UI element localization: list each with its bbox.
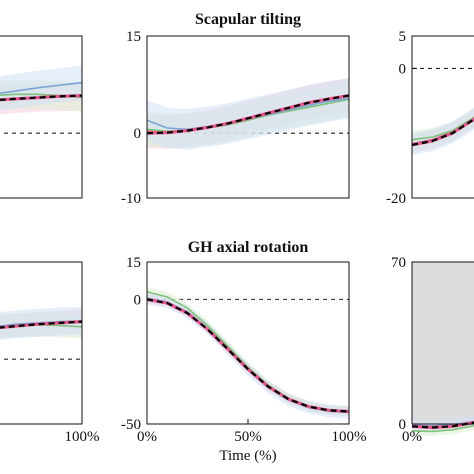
variability-band-blue: [0, 307, 82, 341]
variability-band-blue: [147, 78, 349, 150]
y-tick-label: -50: [121, 417, 141, 433]
panel-title: GH axial rotation: [188, 239, 309, 256]
x-tick-label: 0%: [137, 429, 157, 445]
x-tick-label: 0%: [402, 429, 422, 445]
series-line-pink: [146, 297, 350, 412]
panel-title: Scapular tilting: [195, 11, 301, 28]
plot-frame: [0, 261, 83, 425]
series-line-green: [0, 93, 83, 99]
y-tick-label: 0: [399, 417, 407, 433]
series-line-blue: [146, 297, 350, 414]
y-tick-label: 0: [399, 61, 407, 77]
y-tick-label: 15: [126, 255, 141, 271]
panel-4: 100%ction: [0, 261, 100, 445]
x-tick-label: 50%: [234, 429, 262, 445]
plot-frame: [0, 35, 83, 199]
x-tick-label: 100%: [65, 429, 100, 445]
plot-frame: [146, 35, 350, 199]
y-tick-label: 0: [134, 292, 142, 308]
mean-line: [146, 298, 350, 413]
mean-line: [411, 421, 474, 429]
mean-line: [411, 117, 474, 146]
panel-1: otation: [0, 35, 83, 199]
y-tick-label: 0: [134, 126, 142, 142]
panel-2: 15 0 -10 Scapular tilting: [121, 11, 350, 207]
series-line-green: [411, 116, 474, 141]
mean-line: [0, 94, 83, 101]
plot-frame: [411, 261, 474, 425]
shaded-region: [412, 262, 474, 424]
series-line-blue: [0, 81, 83, 95]
y-tick-label: -20: [386, 191, 406, 207]
y-tick-label: 15: [126, 29, 141, 45]
mean-line-underlay: [146, 297, 350, 414]
y-tick-label: 5: [399, 29, 407, 45]
variability-band-blue: [147, 292, 349, 419]
series-line-green: [411, 424, 474, 433]
x-tick-label: 100%: [332, 429, 367, 445]
panel-5: 15 0 -500% 50% 100% GH axial rotation Time (%): [121, 239, 367, 464]
x-axis-label: Time (%): [219, 448, 276, 464]
panel-3: 5 0 -20: [386, 29, 474, 207]
y-tick-label: 70: [391, 255, 406, 271]
plot-frame: [146, 261, 350, 425]
mean-line-underlay: [0, 320, 83, 330]
y-tick-label: -10: [121, 191, 141, 207]
plot-frame: [411, 35, 474, 199]
mean-line: [146, 94, 350, 135]
